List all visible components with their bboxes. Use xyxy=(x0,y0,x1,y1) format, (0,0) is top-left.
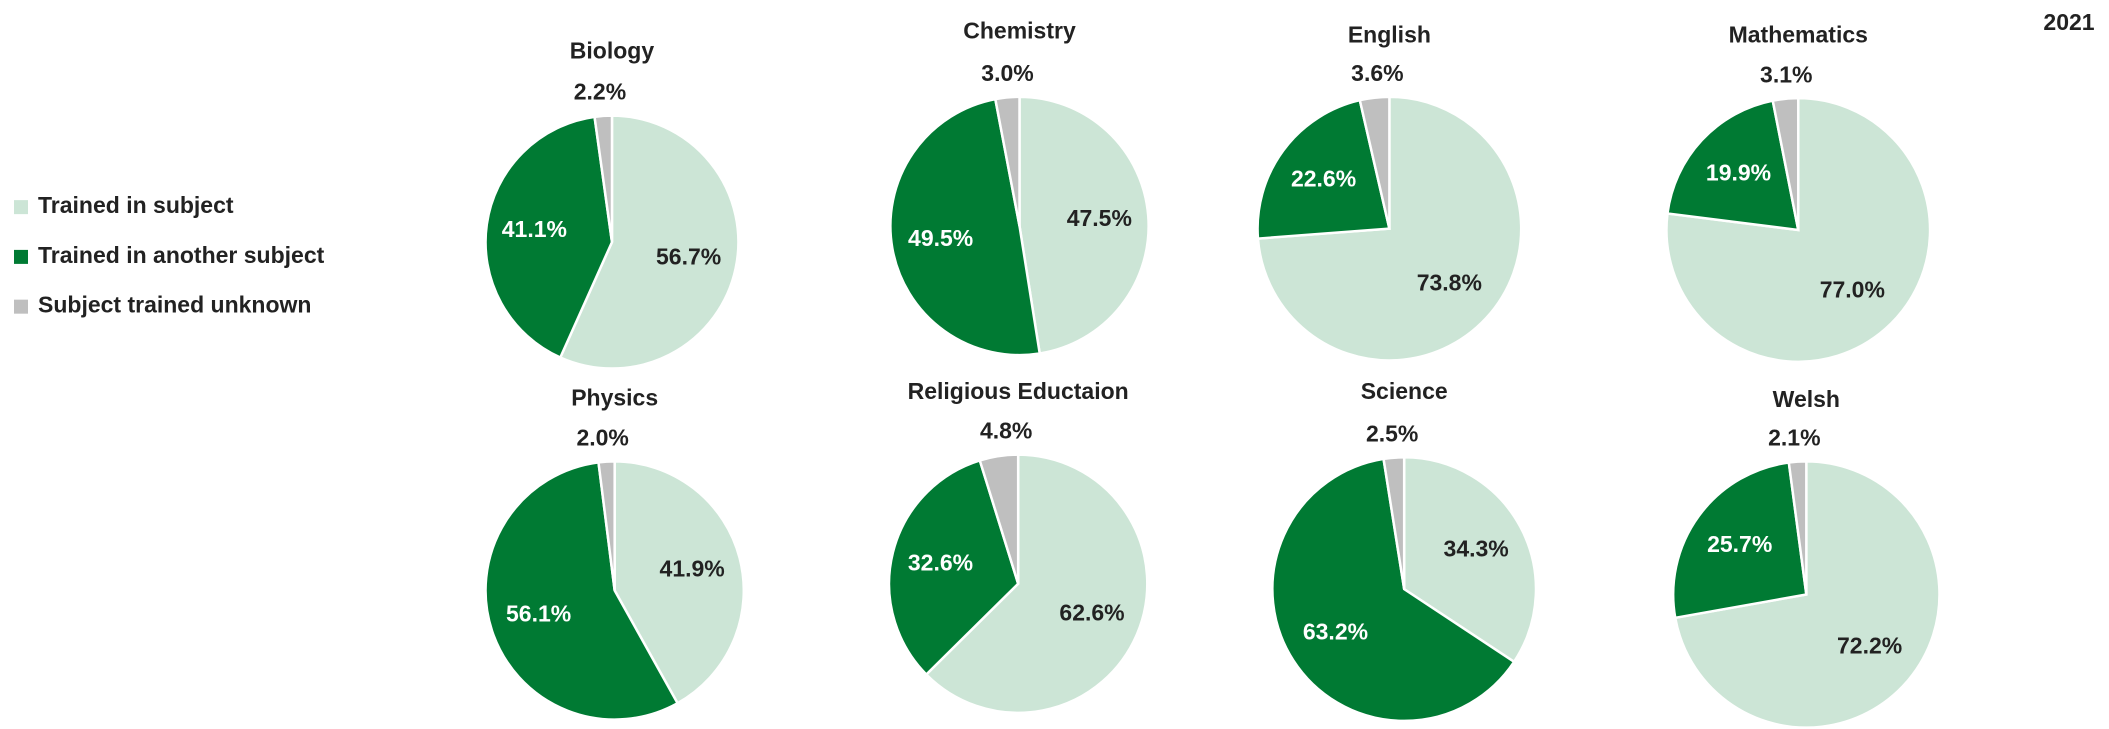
pie-slice xyxy=(1787,460,1808,595)
pie-title: Biology xyxy=(570,38,655,64)
data-label: 19.9% xyxy=(1706,159,1771,185)
pie-slice xyxy=(484,460,680,721)
pie-slice xyxy=(993,95,1021,227)
pie-title: English xyxy=(1348,21,1431,47)
pie-slice xyxy=(1271,457,1516,723)
pie-slice xyxy=(1256,98,1391,240)
pie-title: Welsh xyxy=(1773,386,1840,412)
pie-slice xyxy=(1358,95,1391,229)
pie-title: Physics xyxy=(571,385,658,411)
data-label: 56.1% xyxy=(506,601,571,627)
pie-slice xyxy=(1672,461,1808,620)
pie-slice xyxy=(924,453,1149,715)
pie-title: Chemistry xyxy=(963,17,1076,43)
data-label: 56.7% xyxy=(656,244,721,270)
data-label: 4.8% xyxy=(980,418,1032,444)
pie-slice xyxy=(484,115,614,360)
data-label: 63.2% xyxy=(1303,618,1368,644)
legend-swatch xyxy=(14,299,28,314)
pie-title: Science xyxy=(1361,378,1448,404)
data-label: 2.0% xyxy=(576,424,628,450)
pie-slice xyxy=(887,458,1020,677)
data-label: 3.1% xyxy=(1760,61,1812,87)
data-label: 77.0% xyxy=(1820,276,1885,302)
pie-slice xyxy=(1382,456,1406,590)
pie-slice xyxy=(978,453,1020,585)
legend-label: Trained in another subject xyxy=(38,242,325,268)
data-label: 41.1% xyxy=(502,216,567,242)
data-label: 25.7% xyxy=(1707,531,1772,557)
pie-slice xyxy=(1771,96,1800,231)
pie-title: Mathematics xyxy=(1729,21,1868,47)
data-label: 72.2% xyxy=(1837,633,1902,659)
legend-swatch xyxy=(14,249,28,264)
data-label: 2.2% xyxy=(574,79,626,105)
data-label: 62.6% xyxy=(1059,600,1124,626)
data-label: 3.0% xyxy=(981,60,1033,86)
data-label: 32.6% xyxy=(908,549,973,575)
legend-swatch xyxy=(14,200,28,215)
data-label: 2.5% xyxy=(1366,420,1418,446)
year-label: 2021 xyxy=(2043,9,2094,35)
pie-slice xyxy=(593,114,614,243)
pie-title: Religious Eductaion xyxy=(908,378,1129,404)
data-label: 3.6% xyxy=(1351,60,1403,86)
pie-slice xyxy=(1018,95,1150,355)
data-label: 73.8% xyxy=(1417,269,1482,295)
data-label: 41.9% xyxy=(660,555,725,581)
data-label: 22.6% xyxy=(1291,165,1356,191)
pie-slice xyxy=(613,460,745,705)
legend-label: Trained in subject xyxy=(38,192,234,218)
data-label: 47.5% xyxy=(1067,205,1132,231)
pie-slice xyxy=(1665,96,1932,363)
pie-slice xyxy=(1666,99,1800,232)
data-label: 34.3% xyxy=(1444,535,1509,561)
legend-label: Subject trained unknown xyxy=(38,292,311,318)
data-label: 49.5% xyxy=(908,225,973,251)
pie-slice xyxy=(889,97,1042,357)
pie-slice xyxy=(597,460,616,591)
data-label: 2.1% xyxy=(1768,424,1820,450)
pie-slice xyxy=(558,114,740,370)
